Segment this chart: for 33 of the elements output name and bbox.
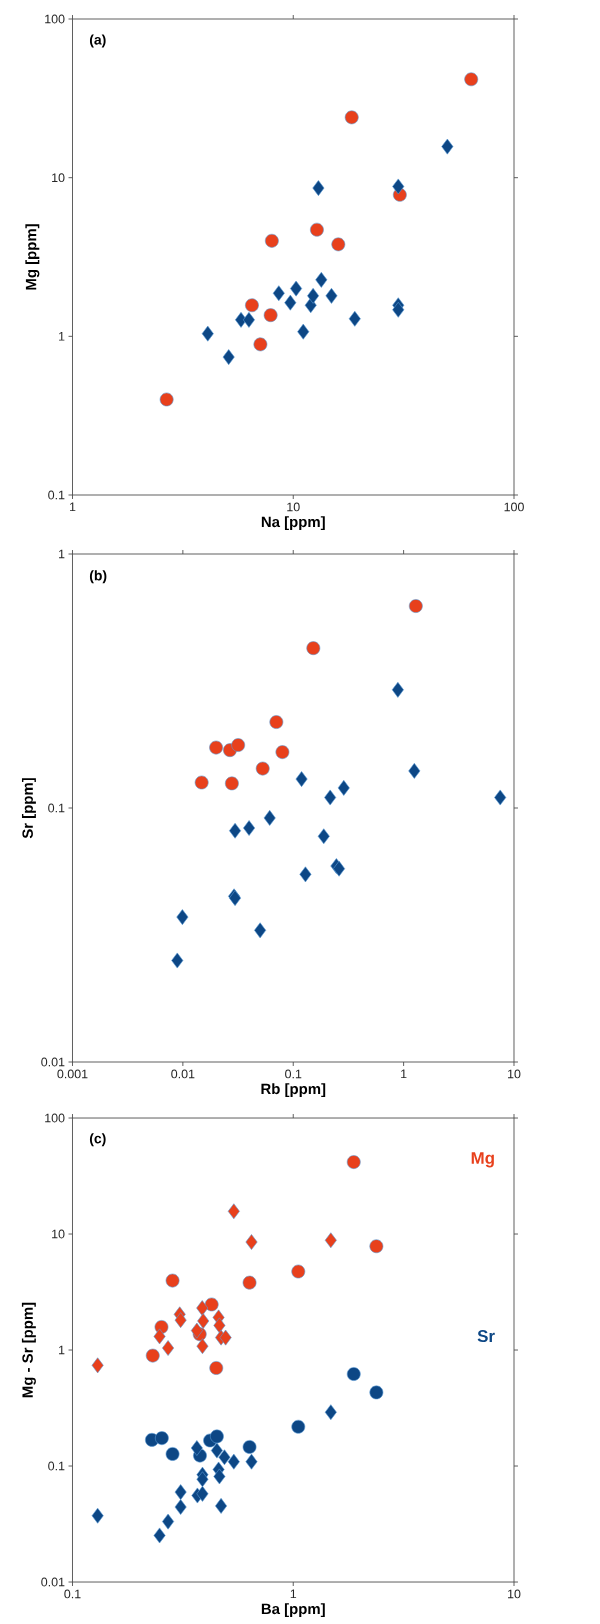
y-tick-label: 1 — [59, 332, 65, 341]
y-tick-label: 1 — [59, 549, 65, 559]
x-tick-label: 0.001 — [57, 1069, 88, 1079]
text: (a) — [89, 34, 106, 48]
y-tick-label: 0.1 — [48, 490, 65, 500]
y-axis-title: Mg - Sr [ppm] — [21, 1302, 36, 1398]
y-axis-title: Sr [ppm] — [21, 778, 36, 839]
text: Sr — [477, 1330, 495, 1343]
y-tick-label: 0.1 — [48, 1461, 65, 1471]
y-tick-label: 0.01 — [41, 1577, 65, 1587]
x-tick-label: 1 — [290, 1589, 297, 1599]
y-tick-label: 100 — [45, 14, 65, 24]
x-tick-label: 1 — [69, 502, 76, 512]
y-tick-label: 10 — [52, 1229, 65, 1239]
x-axis-title: Na [ppm] — [261, 516, 325, 531]
text: (c) — [89, 1133, 106, 1147]
x-axis-title: Rb [ppm] — [261, 1083, 326, 1098]
x-tick-label: 100 — [504, 502, 524, 512]
y-tick-label: 0.01 — [41, 1057, 65, 1067]
y-tick-label: 10 — [52, 173, 65, 183]
y-tick-label: 100 — [45, 1113, 65, 1123]
text: (b) — [89, 570, 107, 584]
x-tick-label: 10 — [508, 1589, 521, 1599]
x-tick-label: 1 — [401, 1069, 407, 1079]
y-axis-title: Mg [ppm] — [25, 224, 40, 290]
x-axis-title: Ba [ppm] — [261, 1603, 325, 1618]
x-tick-label: 0.01 — [171, 1069, 195, 1079]
text: Mg — [471, 1152, 494, 1168]
x-tick-label: 0.1 — [285, 1069, 302, 1079]
x-tick-label: 10 — [508, 1069, 521, 1079]
x-tick-label: 10 — [287, 502, 300, 512]
y-tick-label: 0.1 — [48, 803, 65, 813]
y-tick-label: 1 — [59, 1345, 65, 1355]
